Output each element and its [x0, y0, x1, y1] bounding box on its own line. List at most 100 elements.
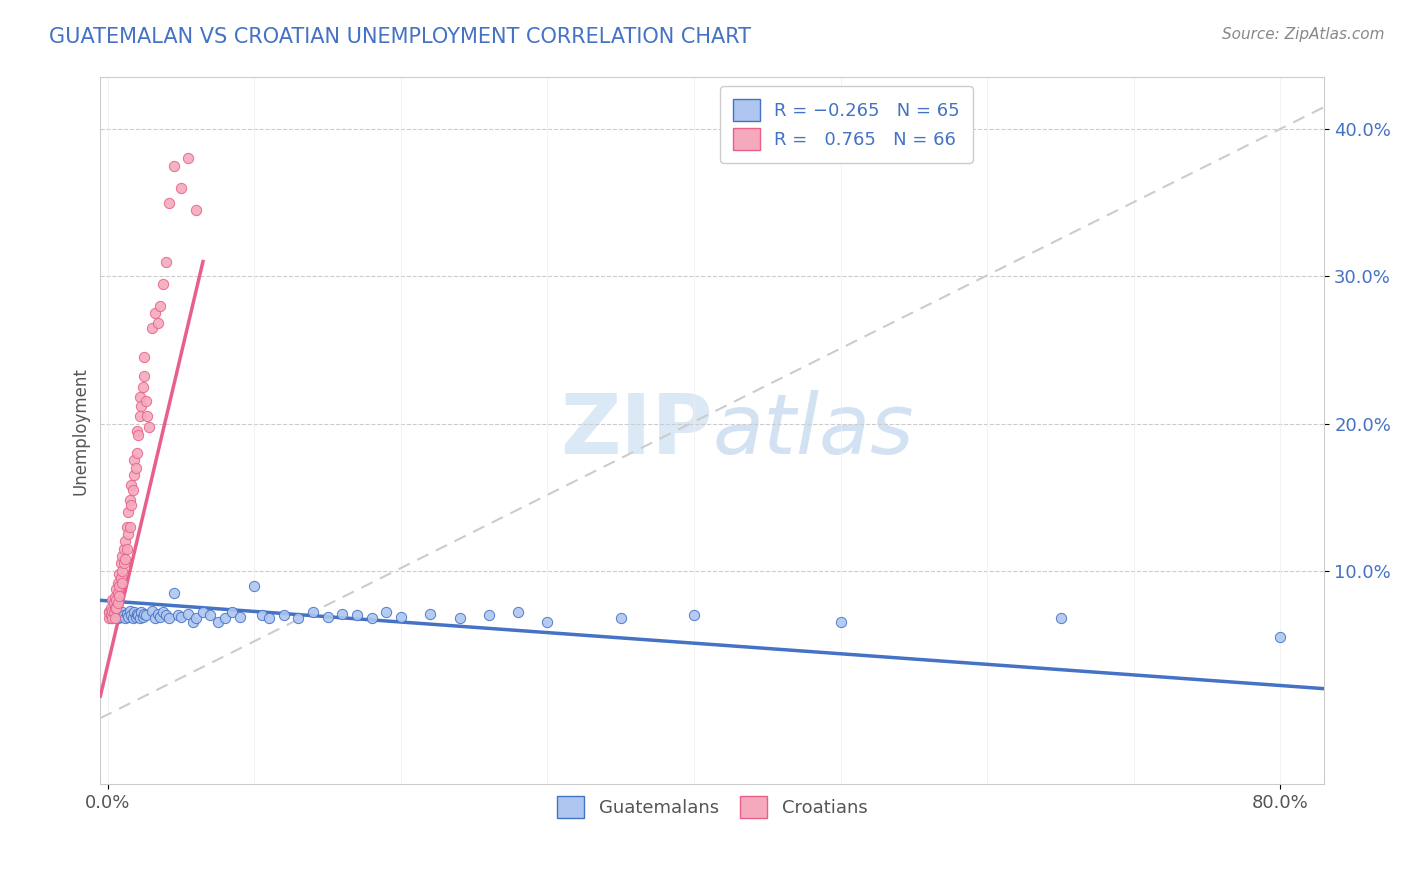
Point [107, 611, 129, 625]
Point [177, 607, 200, 621]
Text: Source: ZipAtlas.com: Source: ZipAtlas.com [1222, 27, 1385, 42]
Point [149, 299, 172, 313]
Point [316, 609, 339, 624]
Point [200, 608, 222, 623]
Text: GUATEMALAN VS CROATIAN UNEMPLOYMENT CORRELATION CHART: GUATEMALAN VS CROATIAN UNEMPLOYMENT CORR… [49, 27, 751, 46]
Point [184, 202, 207, 217]
Point [163, 586, 186, 600]
Point [375, 605, 398, 619]
Point [157, 611, 180, 625]
Point [221, 605, 243, 619]
Point [207, 615, 229, 630]
Point [149, 609, 172, 624]
Point [105, 600, 128, 615]
Point [243, 578, 266, 592]
Point [135, 394, 157, 409]
Point [302, 605, 325, 619]
Point [146, 607, 169, 621]
Text: ZIP: ZIP [560, 391, 713, 472]
Point [114, 552, 136, 566]
Point [167, 608, 190, 623]
Point [104, 604, 127, 618]
Point [100, 611, 122, 625]
Point [111, 549, 134, 563]
Point [115, 541, 138, 556]
Point [536, 615, 558, 630]
Point [101, 593, 124, 607]
Point [100, 608, 122, 623]
Point [143, 611, 166, 625]
Point [134, 369, 156, 384]
Point [104, 600, 127, 615]
Point [330, 607, 353, 621]
Point [131, 605, 153, 619]
Point [114, 534, 136, 549]
Point [115, 519, 138, 533]
Point [138, 419, 160, 434]
Point [105, 608, 128, 623]
Point [250, 608, 273, 623]
Point [134, 607, 156, 621]
Point [101, 611, 124, 625]
Point [346, 608, 368, 623]
Point [112, 557, 135, 571]
Point [136, 409, 159, 424]
Point [108, 566, 131, 581]
Point [132, 380, 155, 394]
Point [101, 607, 124, 621]
Point [129, 611, 152, 625]
Point [125, 446, 148, 460]
Point [170, 181, 193, 195]
Point [214, 611, 236, 625]
Point [103, 609, 125, 624]
Point [110, 571, 132, 585]
Point [115, 607, 138, 621]
Point [170, 609, 193, 624]
Point [98, 605, 121, 619]
Point [141, 321, 163, 335]
Point [228, 609, 250, 624]
Point [104, 611, 127, 625]
Point [610, 611, 633, 625]
Point [152, 605, 174, 619]
Point [135, 608, 157, 623]
Point [257, 611, 280, 625]
Y-axis label: Unemployment: Unemployment [72, 367, 89, 495]
Point [121, 611, 143, 625]
Point [103, 596, 125, 610]
Point [287, 611, 309, 625]
Point [146, 317, 169, 331]
Point [132, 609, 155, 624]
Point [117, 505, 139, 519]
Point [112, 608, 135, 623]
Point [108, 589, 131, 603]
Point [117, 527, 139, 541]
Point [104, 591, 127, 605]
Point [177, 152, 200, 166]
Point [112, 541, 135, 556]
Point [184, 611, 207, 625]
Point [98, 605, 121, 619]
Point [111, 564, 134, 578]
Point [101, 604, 124, 618]
Point [127, 428, 149, 442]
Point [389, 609, 412, 624]
Text: atlas: atlas [713, 391, 914, 472]
Point [122, 605, 145, 619]
Point [120, 608, 142, 623]
Point [118, 519, 141, 533]
Point [108, 607, 131, 621]
Point [134, 351, 156, 365]
Point [122, 453, 145, 467]
Point [124, 609, 146, 624]
Point [127, 608, 149, 623]
Point [129, 390, 152, 404]
Point [117, 609, 139, 624]
Point [155, 608, 177, 623]
Point [1049, 611, 1071, 625]
Point [108, 578, 131, 592]
Point [103, 605, 125, 619]
Point [478, 608, 501, 623]
Point [110, 609, 132, 624]
Point [125, 424, 148, 438]
